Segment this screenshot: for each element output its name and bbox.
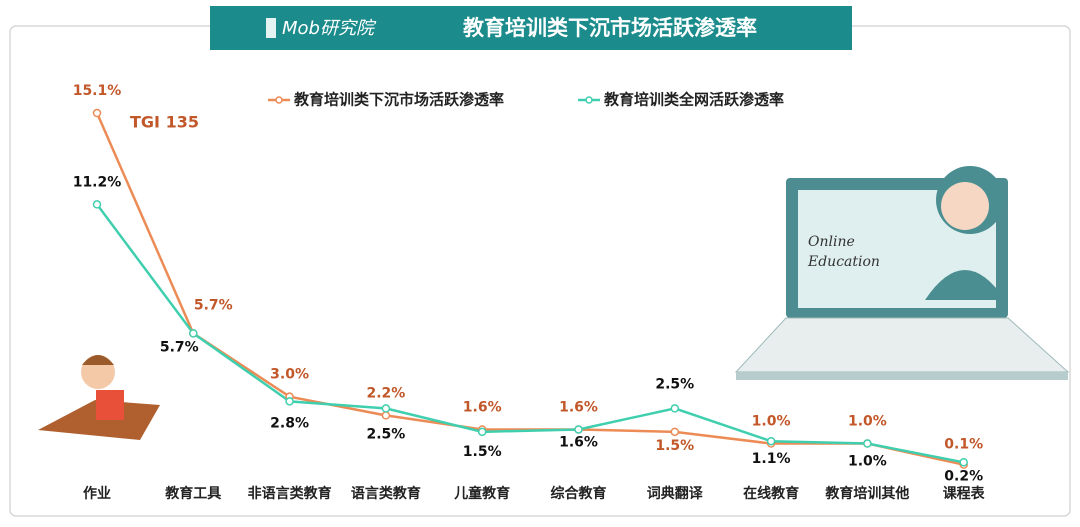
value-label: 1.0% <box>752 414 791 430</box>
value-label: 1.1% <box>752 451 791 467</box>
illustration-text: Education <box>807 254 880 270</box>
point <box>381 404 391 413</box>
x-tick-label: 在线教育 <box>743 485 799 502</box>
x-tick-label: 作业 <box>83 485 111 502</box>
x-tick-label: 教育工具 <box>165 485 221 502</box>
point <box>863 439 872 448</box>
x-tick-label: 词典翻译 <box>647 485 704 502</box>
x-tick-label: 语言类教育 <box>351 485 421 502</box>
legend-marker <box>585 96 593 104</box>
point <box>766 436 776 446</box>
illustration-text: Online <box>808 234 855 250</box>
value-label: 1.6% <box>463 399 502 415</box>
x-tick-label: 儿童教育 <box>453 485 510 502</box>
annotation: TGI 135 <box>130 113 199 132</box>
legend-label: 教育培训类全网活跃渗透率 <box>603 91 784 109</box>
point <box>477 427 487 437</box>
value-label: 1.6% <box>559 399 598 415</box>
logo-icon <box>266 18 276 38</box>
value-label: 1.0% <box>848 454 887 470</box>
value-label: 2.2% <box>366 385 405 401</box>
point <box>189 329 198 338</box>
x-tick-label: 教育培训其他 <box>825 485 909 502</box>
series-line <box>95 203 964 464</box>
point <box>381 411 391 420</box>
point <box>285 397 294 406</box>
value-label: 3.0% <box>270 367 309 383</box>
x-tick-label: 非语言类教育 <box>248 485 332 502</box>
point <box>670 427 680 437</box>
value-label: 5.7% <box>194 297 233 313</box>
value-label: 0.2% <box>944 468 983 484</box>
value-label: 15.1% <box>73 83 122 99</box>
x-tick-label: 综合教育 <box>551 485 607 502</box>
point <box>959 458 968 467</box>
point <box>92 200 102 209</box>
illustration: Online Education <box>38 166 1070 440</box>
value-label: 2.8% <box>270 415 309 431</box>
point <box>670 404 680 413</box>
value-label: 2.5% <box>655 376 694 392</box>
point <box>92 108 102 118</box>
value-label: 1.0% <box>848 414 887 430</box>
brand: Mob研究院 <box>282 18 377 39</box>
point <box>574 425 583 434</box>
chart-title: 教育培训类下沉市场活跃渗透率 <box>463 16 757 40</box>
value-label: 2.5% <box>366 426 405 442</box>
value-label: 1.6% <box>559 434 598 450</box>
value-label: 0.1% <box>944 437 983 453</box>
legend-marker <box>275 96 283 104</box>
header-bar <box>210 6 852 50</box>
value-label: 5.7% <box>160 339 199 355</box>
value-label: 1.5% <box>655 438 694 454</box>
x-tick-label: 课程表 <box>943 485 986 502</box>
value-label: 11.2% <box>73 174 122 190</box>
legend-label: 教育培训类下沉市场活跃渗透率 <box>293 91 504 109</box>
value-label: 1.5% <box>463 444 502 460</box>
